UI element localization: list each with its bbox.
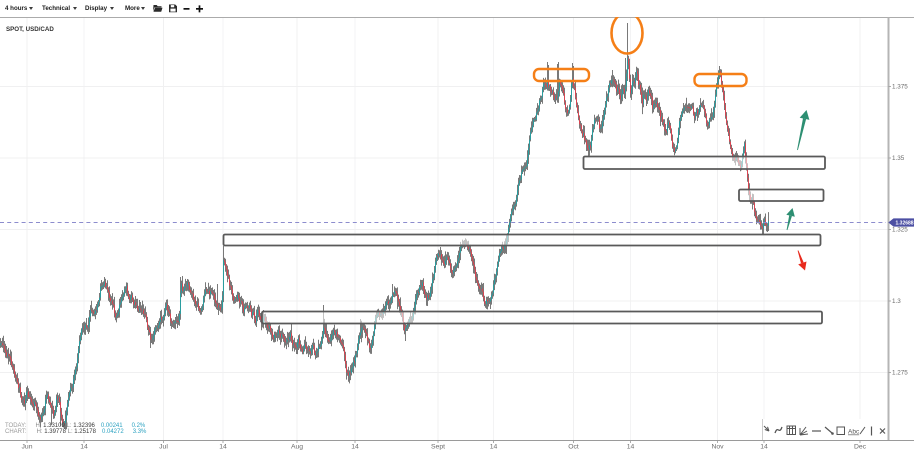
- svg-text:1.275: 1.275: [892, 370, 908, 377]
- svg-text:14: 14: [351, 444, 359, 450]
- svg-text:14: 14: [760, 444, 768, 450]
- svg-text:1.325: 1.325: [892, 227, 908, 234]
- svg-text:14: 14: [627, 444, 635, 450]
- svg-text:Aug: Aug: [291, 444, 303, 450]
- svg-text:Nov: Nov: [711, 444, 724, 450]
- svg-text:Dec: Dec: [854, 444, 867, 450]
- svg-text:Jun: Jun: [22, 444, 33, 450]
- svg-text:14: 14: [219, 444, 227, 450]
- svg-text:14: 14: [80, 444, 88, 450]
- svg-text:1.35: 1.35: [892, 155, 905, 162]
- svg-text:14: 14: [490, 444, 498, 450]
- svg-text:1.32688: 1.32688: [896, 221, 914, 227]
- svg-text:1.3: 1.3: [892, 298, 901, 305]
- svg-text:Abc: Abc: [848, 429, 860, 436]
- svg-text:Jul: Jul: [159, 444, 168, 450]
- svg-text:Sept: Sept: [431, 444, 445, 450]
- svg-text:Oct: Oct: [568, 444, 579, 450]
- svg-text:1.375: 1.375: [892, 84, 908, 91]
